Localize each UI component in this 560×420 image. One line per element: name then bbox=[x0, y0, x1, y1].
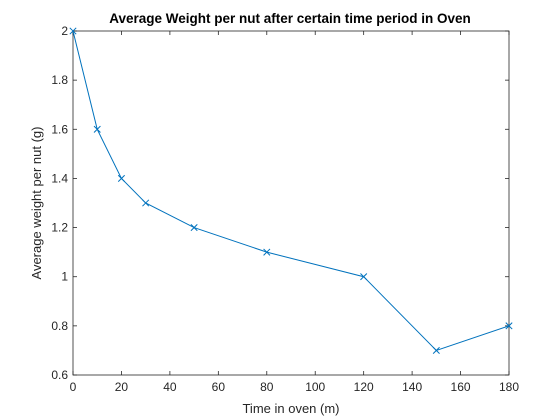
y-axis-label: Average weight per nut (g) bbox=[29, 127, 44, 280]
y-tick-label: 1.2 bbox=[51, 221, 68, 235]
axes: 0 20 40 60 80 100 120 140 160 180 0.6 0.8 1 1.2 1.4 1.6… bbox=[51, 24, 519, 394]
y-tick-label: 2 bbox=[61, 24, 68, 38]
axes-box bbox=[72, 30, 510, 376]
data-point-marker bbox=[142, 199, 150, 207]
chart-title: Average Weight per nut after certain tim… bbox=[109, 11, 471, 26]
y-tick-label: 0.8 bbox=[51, 319, 68, 333]
x-tick-label: 160 bbox=[451, 380, 471, 394]
data-point-marker bbox=[432, 346, 440, 354]
x-tick-label: 100 bbox=[305, 380, 325, 394]
y-tick-label: 1.8 bbox=[51, 73, 68, 87]
data-point-marker bbox=[263, 248, 271, 256]
y-tick-label: 1.4 bbox=[51, 171, 68, 185]
data-point-marker bbox=[69, 27, 77, 35]
x-axis-label: Time in oven (m) bbox=[242, 401, 339, 416]
data-point-marker bbox=[117, 174, 125, 182]
x-tick-label: 20 bbox=[115, 380, 129, 394]
data-point-marker bbox=[93, 125, 101, 133]
x-tick-label: 0 bbox=[70, 380, 77, 394]
y-tick-label: 0.6 bbox=[51, 368, 68, 382]
x-tick-label: 60 bbox=[212, 380, 226, 394]
plot-area bbox=[73, 31, 509, 375]
x-tick-label: 120 bbox=[354, 380, 374, 394]
x-tick-label: 40 bbox=[163, 380, 177, 394]
x-tick-label: 180 bbox=[499, 380, 519, 394]
y-tick-label: 1.6 bbox=[51, 122, 68, 136]
data-point-marker bbox=[505, 322, 513, 330]
x-tick-label: 140 bbox=[402, 380, 422, 394]
x-tick-label: 80 bbox=[260, 380, 274, 394]
series-layer bbox=[69, 27, 513, 354]
data-point-marker bbox=[190, 224, 198, 232]
data-point-marker bbox=[360, 273, 368, 281]
y-tick-label: 1 bbox=[61, 270, 68, 284]
